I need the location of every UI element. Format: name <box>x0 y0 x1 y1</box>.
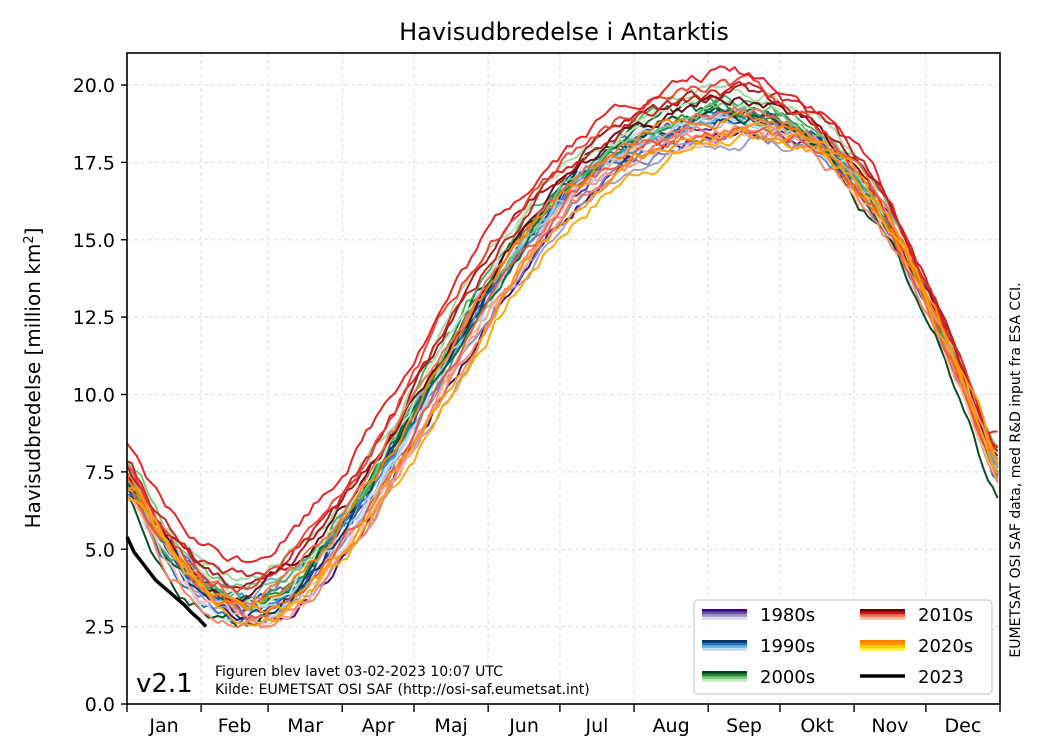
series-line-2022 <box>126 122 999 627</box>
y-tick-label: 10.0 <box>73 385 115 407</box>
y-tick-label: 17.5 <box>73 152 115 174</box>
series-line-2021 <box>126 127 999 614</box>
legend-label: 2010s <box>918 605 973 626</box>
legend-label: 2023 <box>918 667 964 688</box>
series-line-2023 <box>125 536 208 628</box>
month-label: Feb <box>218 715 252 737</box>
created-timestamp: Figuren blev lavet 03-02-2023 10:07 UTC <box>215 664 503 680</box>
legend-swatch-stripe <box>860 611 905 615</box>
legend: 1980s 1990s 2000s 2010s 2020s 2023 <box>693 599 993 695</box>
y-axis: 0.0 2.5 5.0 7.5 10.0 12.5 15.0 17.5 20.0 <box>73 75 127 716</box>
y-tick-label: 5.0 <box>85 539 115 561</box>
legend-swatch-stripe <box>702 671 747 674</box>
y-tick-label: 20.0 <box>73 75 115 97</box>
series-layer <box>126 65 999 630</box>
version-label: v2.1 <box>136 669 193 699</box>
legend-swatch-stripe <box>702 616 747 620</box>
y-tick-label: 7.5 <box>85 462 115 484</box>
series-line-2012 <box>126 80 999 578</box>
y-tick-label: 0.0 <box>85 694 115 716</box>
legend-label: 1990s <box>760 636 815 657</box>
legend-swatch-stripe <box>702 611 747 615</box>
legend-swatch-stripe <box>702 614 747 618</box>
legend-swatch-stripe <box>702 676 747 680</box>
legend-swatch-stripe <box>702 673 747 677</box>
month-label: Nov <box>871 715 908 737</box>
month-label: Apr <box>362 715 395 737</box>
legend-label: 1980s <box>760 605 815 626</box>
legend-swatch-stripe <box>860 640 905 643</box>
x-axis: Jan Feb Mar Apr Maj Jun Jul Aug Sep Okt Nov Dec <box>126 704 1001 737</box>
data-source-note: EUMETSAT OSI SAF data, med R&D input fra… <box>1008 282 1024 657</box>
legend-swatch-stripe <box>702 640 747 643</box>
y-tick-label: 12.5 <box>73 307 115 329</box>
legend-label: 2000s <box>760 667 815 688</box>
source-credit: Kilde: EUMETSAT OSI SAF (http://osi-saf.… <box>215 682 590 698</box>
y-axis-label: Havisudbredelse [million km2] <box>21 228 45 529</box>
series-line-2019 <box>126 126 999 621</box>
legend-swatch-stripe <box>702 642 747 646</box>
series-line-2013 <box>126 73 999 594</box>
legend-swatch-stripe <box>702 678 747 682</box>
series-line-2014 <box>126 65 998 564</box>
y-tick-label: 2.5 <box>85 617 115 639</box>
chart-title: Havisudbredelse i Antarktis <box>399 18 729 46</box>
series-line-2005 <box>126 82 999 582</box>
legend-swatch-stripe <box>702 645 747 649</box>
month-label: Jan <box>148 715 178 737</box>
y-tick-label: 15.0 <box>73 230 115 252</box>
month-label: Jul <box>585 715 609 737</box>
month-label: Dec <box>945 715 982 737</box>
series-line-2020 <box>126 109 999 611</box>
legend-swatch-stripe <box>860 616 905 620</box>
month-label: Jun <box>508 715 539 737</box>
legend-swatch-stripe <box>702 609 747 612</box>
legend-box <box>693 599 993 695</box>
current-year-layer <box>125 536 208 628</box>
month-label: Sep <box>726 715 762 737</box>
month-label: Maj <box>434 715 467 737</box>
plot-frame <box>126 52 1001 705</box>
series-line-2018 <box>127 125 999 629</box>
month-label: Okt <box>800 715 833 737</box>
legend-swatch-stripe <box>860 645 905 649</box>
legend-swatch-stripe <box>860 614 905 618</box>
month-label: Aug <box>653 715 690 737</box>
month-label: Mar <box>287 715 323 737</box>
legend-swatch-stripe <box>860 647 905 651</box>
legend-label: 2020s <box>918 636 973 657</box>
legend-swatch-stripe <box>702 647 747 651</box>
legend-swatch-stripe <box>860 642 905 646</box>
legend-swatch-stripe <box>860 609 905 612</box>
series-line-2006 <box>126 93 999 607</box>
